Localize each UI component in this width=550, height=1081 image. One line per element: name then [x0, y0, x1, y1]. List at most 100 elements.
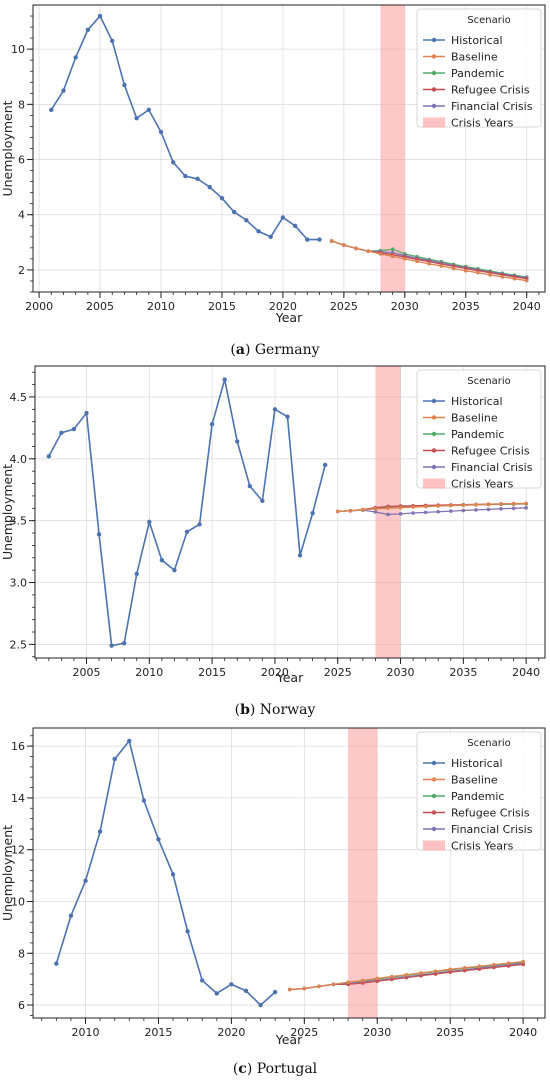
crisis-years-span	[375, 366, 401, 658]
x-tick-label: 2025	[324, 666, 352, 679]
x-tick-label: 2040	[509, 1026, 537, 1039]
chart-panel-portugal: 2010 2015 2020 2025 2030 2035 2040 6 8 10 12 14 16 Ye…	[0, 727, 546, 1077]
legend-entry: Pandemic	[423, 790, 504, 803]
data-point	[461, 503, 466, 507]
data-point	[331, 982, 336, 987]
legend-label: Financial Crisis	[451, 100, 533, 113]
data-point	[329, 239, 334, 243]
legend-marker	[431, 70, 437, 76]
data-point	[375, 976, 380, 981]
y-tick-label: 8	[18, 98, 25, 111]
data-point	[486, 502, 491, 507]
data-point	[272, 407, 278, 412]
data-point	[386, 506, 390, 511]
data-point	[373, 507, 378, 511]
legend-label: Crisis Years	[451, 840, 514, 853]
legend-label: Refugee Crisis	[451, 445, 530, 458]
data-point	[415, 259, 419, 264]
legend-label: Refugee Crisis	[451, 807, 530, 820]
data-point	[492, 962, 496, 967]
y-tick-label: 2	[18, 264, 25, 277]
data-point	[156, 837, 161, 842]
legend-entry: Historical	[423, 757, 503, 770]
legend-marker	[431, 415, 437, 420]
legend-entry: Baseline	[423, 51, 498, 64]
x-tick-label: 2035	[452, 300, 480, 313]
data-point	[71, 426, 77, 432]
data-point	[403, 257, 407, 261]
data-point	[354, 246, 358, 251]
data-point	[97, 829, 103, 834]
data-point	[511, 501, 516, 506]
legend-entry: Financial Crisis	[423, 100, 533, 113]
data-point	[322, 462, 328, 468]
data-point	[436, 509, 441, 514]
chart-panel-norway: 2005 2010 2015 2020 2025 2030 2035 2040 2.5 3.0 3.…	[0, 365, 546, 718]
data-point	[170, 160, 176, 165]
legend-label: Historical	[451, 34, 503, 47]
y-tick-label: 8	[18, 947, 25, 960]
data-point	[260, 498, 265, 504]
legend-label: Financial Crisis	[451, 461, 533, 474]
data-point	[235, 439, 240, 444]
data-point	[390, 247, 395, 252]
data-point	[214, 991, 219, 996]
legend-marker	[431, 448, 437, 453]
y-tick-label: 6	[18, 154, 25, 167]
y-tick-label: 4.5	[10, 391, 28, 404]
data-point	[492, 965, 496, 970]
data-point	[411, 511, 415, 515]
data-point	[463, 268, 468, 273]
data-point	[375, 979, 380, 984]
data-point	[361, 507, 365, 512]
data-point	[506, 961, 511, 965]
data-point	[386, 512, 390, 517]
legend-entry: Pandemic	[423, 428, 504, 441]
legend-entry: Financial Crisis	[423, 461, 533, 474]
legend-label: Crisis Years	[451, 117, 514, 130]
data-point	[423, 510, 428, 515]
y-tick-label: 2.5	[10, 638, 28, 651]
data-point	[366, 249, 371, 253]
x-axis-label: Year	[275, 1032, 303, 1047]
data-point	[49, 107, 54, 113]
crisis-years-span	[380, 5, 405, 292]
legend-entry: Refugee Crisis	[423, 807, 530, 820]
data-point	[134, 571, 139, 577]
axes-frame	[32, 727, 546, 1019]
crisis-years-span	[348, 728, 378, 1018]
data-point	[121, 640, 127, 646]
data-point	[474, 508, 478, 512]
data-point	[404, 972, 409, 977]
legend-marker	[431, 760, 437, 766]
data-point	[342, 243, 346, 247]
x-tick-label: 2030	[363, 1026, 391, 1039]
data-point	[448, 970, 452, 974]
legend-marker	[431, 398, 437, 404]
legend-label: Historical	[451, 757, 503, 770]
data-point	[170, 872, 176, 877]
y-tick-label: 10	[11, 895, 25, 908]
data-point	[427, 262, 431, 266]
data-point	[462, 965, 467, 970]
data-point	[500, 275, 505, 279]
data-point	[185, 929, 190, 934]
legend-swatch	[423, 840, 445, 851]
legend-entry: Refugee Crisis	[423, 445, 530, 458]
x-tick-label: 2000	[25, 300, 53, 313]
data-point	[110, 38, 115, 44]
data-point	[390, 977, 394, 982]
data-point	[158, 129, 164, 135]
series-line	[337, 507, 527, 516]
data-point	[439, 264, 444, 268]
data-point	[524, 505, 528, 510]
legend-marker	[431, 37, 437, 43]
data-point	[419, 973, 423, 978]
y-axis-label: Unemployment	[0, 825, 15, 921]
legend: Scenario Historical Baseline Pandemic Refuge…	[416, 731, 542, 853]
legend-label: Baseline	[451, 412, 498, 425]
legend-label: Baseline	[451, 774, 498, 787]
chart-panel-germany: 2000 2005 2010 2015 2020 2025 2030 2035 2040 2 4 6 8…	[0, 4, 546, 358]
data-point	[285, 414, 290, 419]
data-point	[423, 504, 428, 509]
